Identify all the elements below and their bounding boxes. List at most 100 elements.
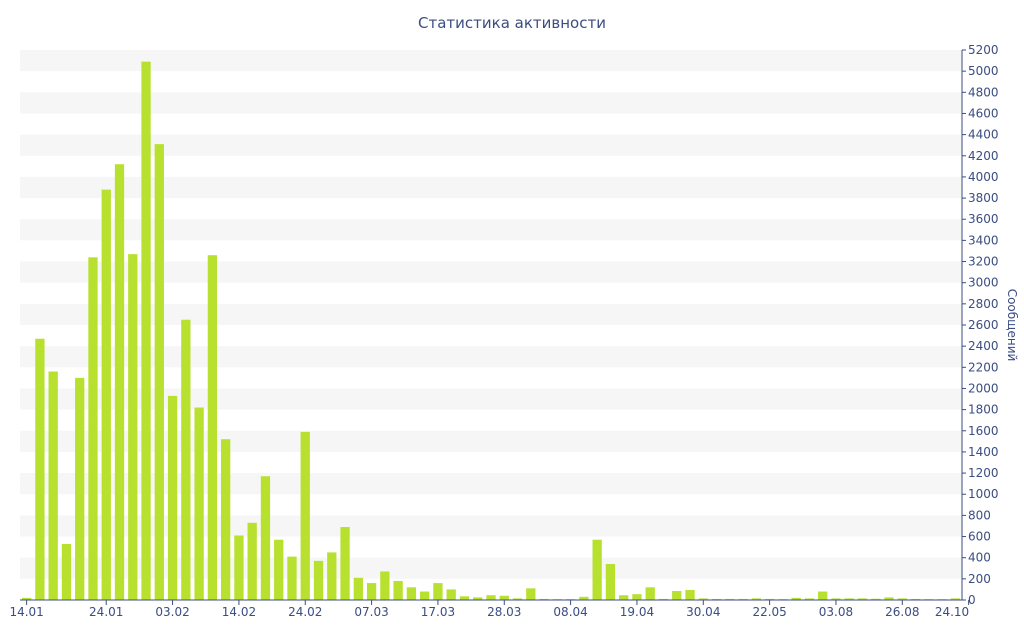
bar[interactable] bbox=[234, 535, 244, 600]
y-tick-label: 200 bbox=[968, 572, 991, 586]
x-tick-label: 28.03 bbox=[487, 605, 521, 619]
y-tick-label: 4800 bbox=[968, 85, 999, 99]
chart-title: Статистика активности bbox=[418, 14, 606, 32]
bar[interactable] bbox=[658, 598, 669, 600]
y-tick-label: 4600 bbox=[968, 106, 999, 120]
bar[interactable] bbox=[221, 439, 231, 600]
bar[interactable] bbox=[75, 377, 85, 600]
bar[interactable] bbox=[844, 598, 854, 600]
bar[interactable] bbox=[260, 476, 271, 600]
bar[interactable] bbox=[327, 552, 337, 600]
y-tick-label: 2000 bbox=[968, 381, 999, 395]
bar[interactable] bbox=[950, 598, 961, 600]
bar[interactable] bbox=[353, 577, 363, 600]
bar[interactable] bbox=[685, 589, 695, 600]
bar[interactable] bbox=[181, 319, 191, 600]
y-tick-label: 1200 bbox=[968, 466, 999, 480]
bar[interactable] bbox=[141, 61, 151, 600]
bar[interactable] bbox=[21, 597, 32, 600]
bar[interactable] bbox=[711, 598, 722, 600]
bar[interactable] bbox=[207, 255, 218, 600]
y-tick-label: 2200 bbox=[968, 360, 999, 374]
x-tick-label: 19.04 bbox=[620, 605, 654, 619]
bar[interactable] bbox=[433, 583, 443, 600]
bar[interactable] bbox=[579, 596, 589, 600]
bar[interactable] bbox=[486, 595, 496, 600]
bar[interactable] bbox=[818, 591, 828, 600]
bar[interactable] bbox=[446, 589, 456, 600]
bar[interactable] bbox=[300, 431, 310, 600]
y-tick-label: 3200 bbox=[968, 255, 999, 269]
y-tick-label: 1800 bbox=[968, 403, 999, 417]
bar[interactable] bbox=[698, 598, 708, 600]
bar[interactable] bbox=[804, 598, 815, 600]
y-tick-label: 1600 bbox=[968, 424, 999, 438]
bar[interactable] bbox=[499, 595, 509, 600]
bar[interactable] bbox=[340, 527, 350, 600]
bar[interactable] bbox=[420, 591, 430, 600]
bar[interactable] bbox=[645, 587, 655, 600]
bar[interactable] bbox=[473, 597, 483, 600]
bar[interactable] bbox=[725, 598, 735, 600]
bar[interactable] bbox=[48, 371, 58, 600]
bar[interactable] bbox=[764, 598, 775, 600]
x-tick-label: 17.03 bbox=[421, 605, 455, 619]
bar[interactable] bbox=[154, 144, 164, 600]
x-tick-label: 30.04 bbox=[686, 605, 720, 619]
bar[interactable] bbox=[831, 598, 841, 600]
bar[interactable] bbox=[194, 407, 204, 601]
bar[interactable] bbox=[526, 588, 536, 600]
x-tick-label: 14.02 bbox=[222, 605, 256, 619]
bar[interactable] bbox=[287, 556, 297, 600]
bar[interactable] bbox=[897, 598, 907, 600]
bar[interactable] bbox=[393, 580, 403, 600]
y-tick-label: 5000 bbox=[968, 64, 999, 78]
bar[interactable] bbox=[88, 257, 98, 600]
y-tick-label: 600 bbox=[968, 530, 991, 544]
grid-band bbox=[20, 346, 962, 368]
y-tick-label: 4000 bbox=[968, 170, 999, 184]
bar[interactable] bbox=[539, 598, 549, 600]
bar[interactable] bbox=[592, 539, 602, 600]
bar[interactable] bbox=[738, 598, 748, 600]
bar[interactable] bbox=[791, 597, 801, 600]
bar[interactable] bbox=[35, 338, 45, 600]
y-axis-ticks: 0 200 400 600 800 1000 1200 1400 1600 1800 2000 220… bbox=[962, 43, 999, 607]
grid-band bbox=[20, 388, 962, 410]
bar[interactable] bbox=[128, 254, 138, 600]
x-tick-label: 03.08 bbox=[819, 605, 853, 619]
bar[interactable] bbox=[459, 596, 470, 600]
bar[interactable] bbox=[605, 564, 616, 600]
y-tick-label: 4200 bbox=[968, 149, 999, 163]
bar[interactable] bbox=[61, 543, 72, 600]
y-tick-label: 400 bbox=[968, 551, 991, 565]
bar[interactable] bbox=[871, 598, 881, 600]
x-tick-label: 22.05 bbox=[752, 605, 786, 619]
grid-band bbox=[20, 134, 962, 156]
bar[interactable] bbox=[884, 597, 894, 600]
y-tick-label: 2800 bbox=[968, 297, 999, 311]
bar[interactable] bbox=[512, 598, 523, 600]
bar[interactable] bbox=[167, 395, 178, 600]
bar[interactable] bbox=[380, 571, 390, 600]
bar[interactable] bbox=[632, 594, 642, 600]
bar[interactable] bbox=[101, 189, 111, 600]
y-tick-label: 1400 bbox=[968, 445, 999, 459]
bar[interactable] bbox=[274, 539, 284, 600]
bar[interactable] bbox=[857, 598, 868, 600]
bar[interactable] bbox=[619, 595, 629, 600]
bar[interactable] bbox=[114, 164, 125, 601]
y-axis-title: Сообщений bbox=[1005, 289, 1019, 362]
x-tick-label: 24.01 bbox=[89, 605, 123, 619]
x-tick-label: 08.04 bbox=[553, 605, 587, 619]
bar[interactable] bbox=[366, 583, 377, 600]
bar[interactable] bbox=[910, 598, 921, 600]
y-tick-label: 0 bbox=[968, 593, 976, 607]
bar[interactable] bbox=[751, 598, 761, 600]
bar[interactable] bbox=[247, 522, 257, 600]
bar[interactable] bbox=[406, 587, 417, 600]
bar[interactable] bbox=[313, 560, 324, 600]
bar[interactable] bbox=[672, 591, 682, 600]
grid-band bbox=[20, 473, 962, 495]
